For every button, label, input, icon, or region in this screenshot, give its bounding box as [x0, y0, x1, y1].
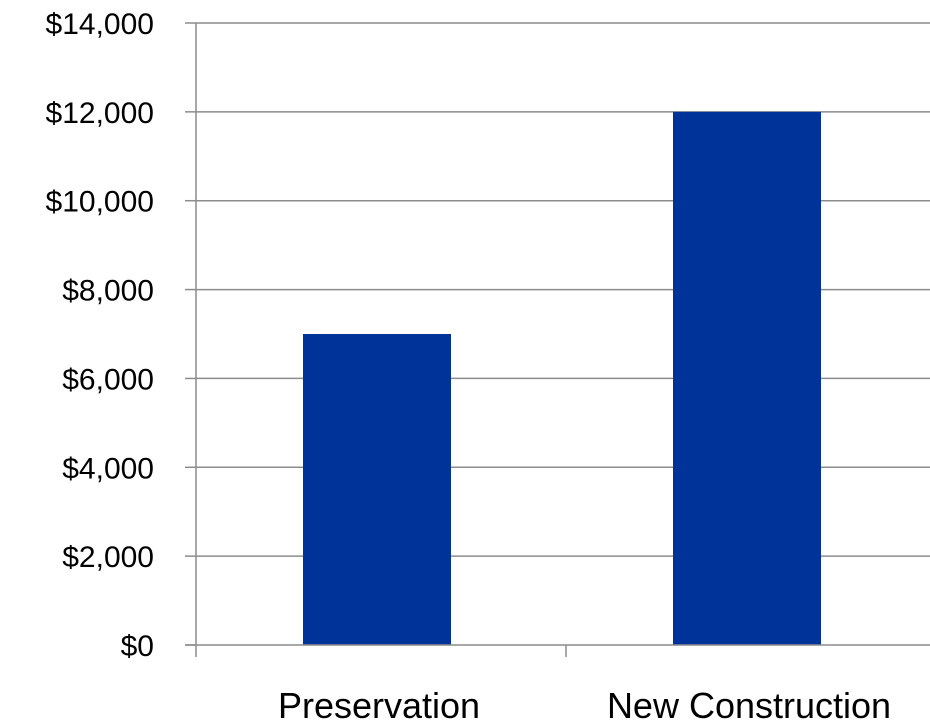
y-tick-label: $10,000	[46, 186, 154, 219]
y-tick-labels: $0 $2,000 $4,000 $6,000 $8,000 $10,000 $12,000…	[46, 8, 154, 663]
y-tick-label: $0	[121, 630, 154, 663]
x-tick-label: New Construction	[607, 685, 891, 726]
bars	[303, 111, 821, 646]
y-tick-label: $2,000	[62, 541, 154, 574]
x-tick-labels: Preservation New Construction	[278, 685, 891, 726]
y-tick-label: $6,000	[62, 363, 154, 396]
bar-preservation	[303, 334, 451, 645]
axes	[185, 22, 930, 657]
y-tick-label: $4,000	[62, 452, 154, 485]
bar-new-construction	[673, 111, 821, 646]
y-tick-label: $12,000	[46, 97, 154, 130]
x-tick-label: Preservation	[278, 685, 480, 726]
y-tick-label: $8,000	[62, 275, 154, 308]
y-tick-label: $14,000	[46, 8, 154, 41]
